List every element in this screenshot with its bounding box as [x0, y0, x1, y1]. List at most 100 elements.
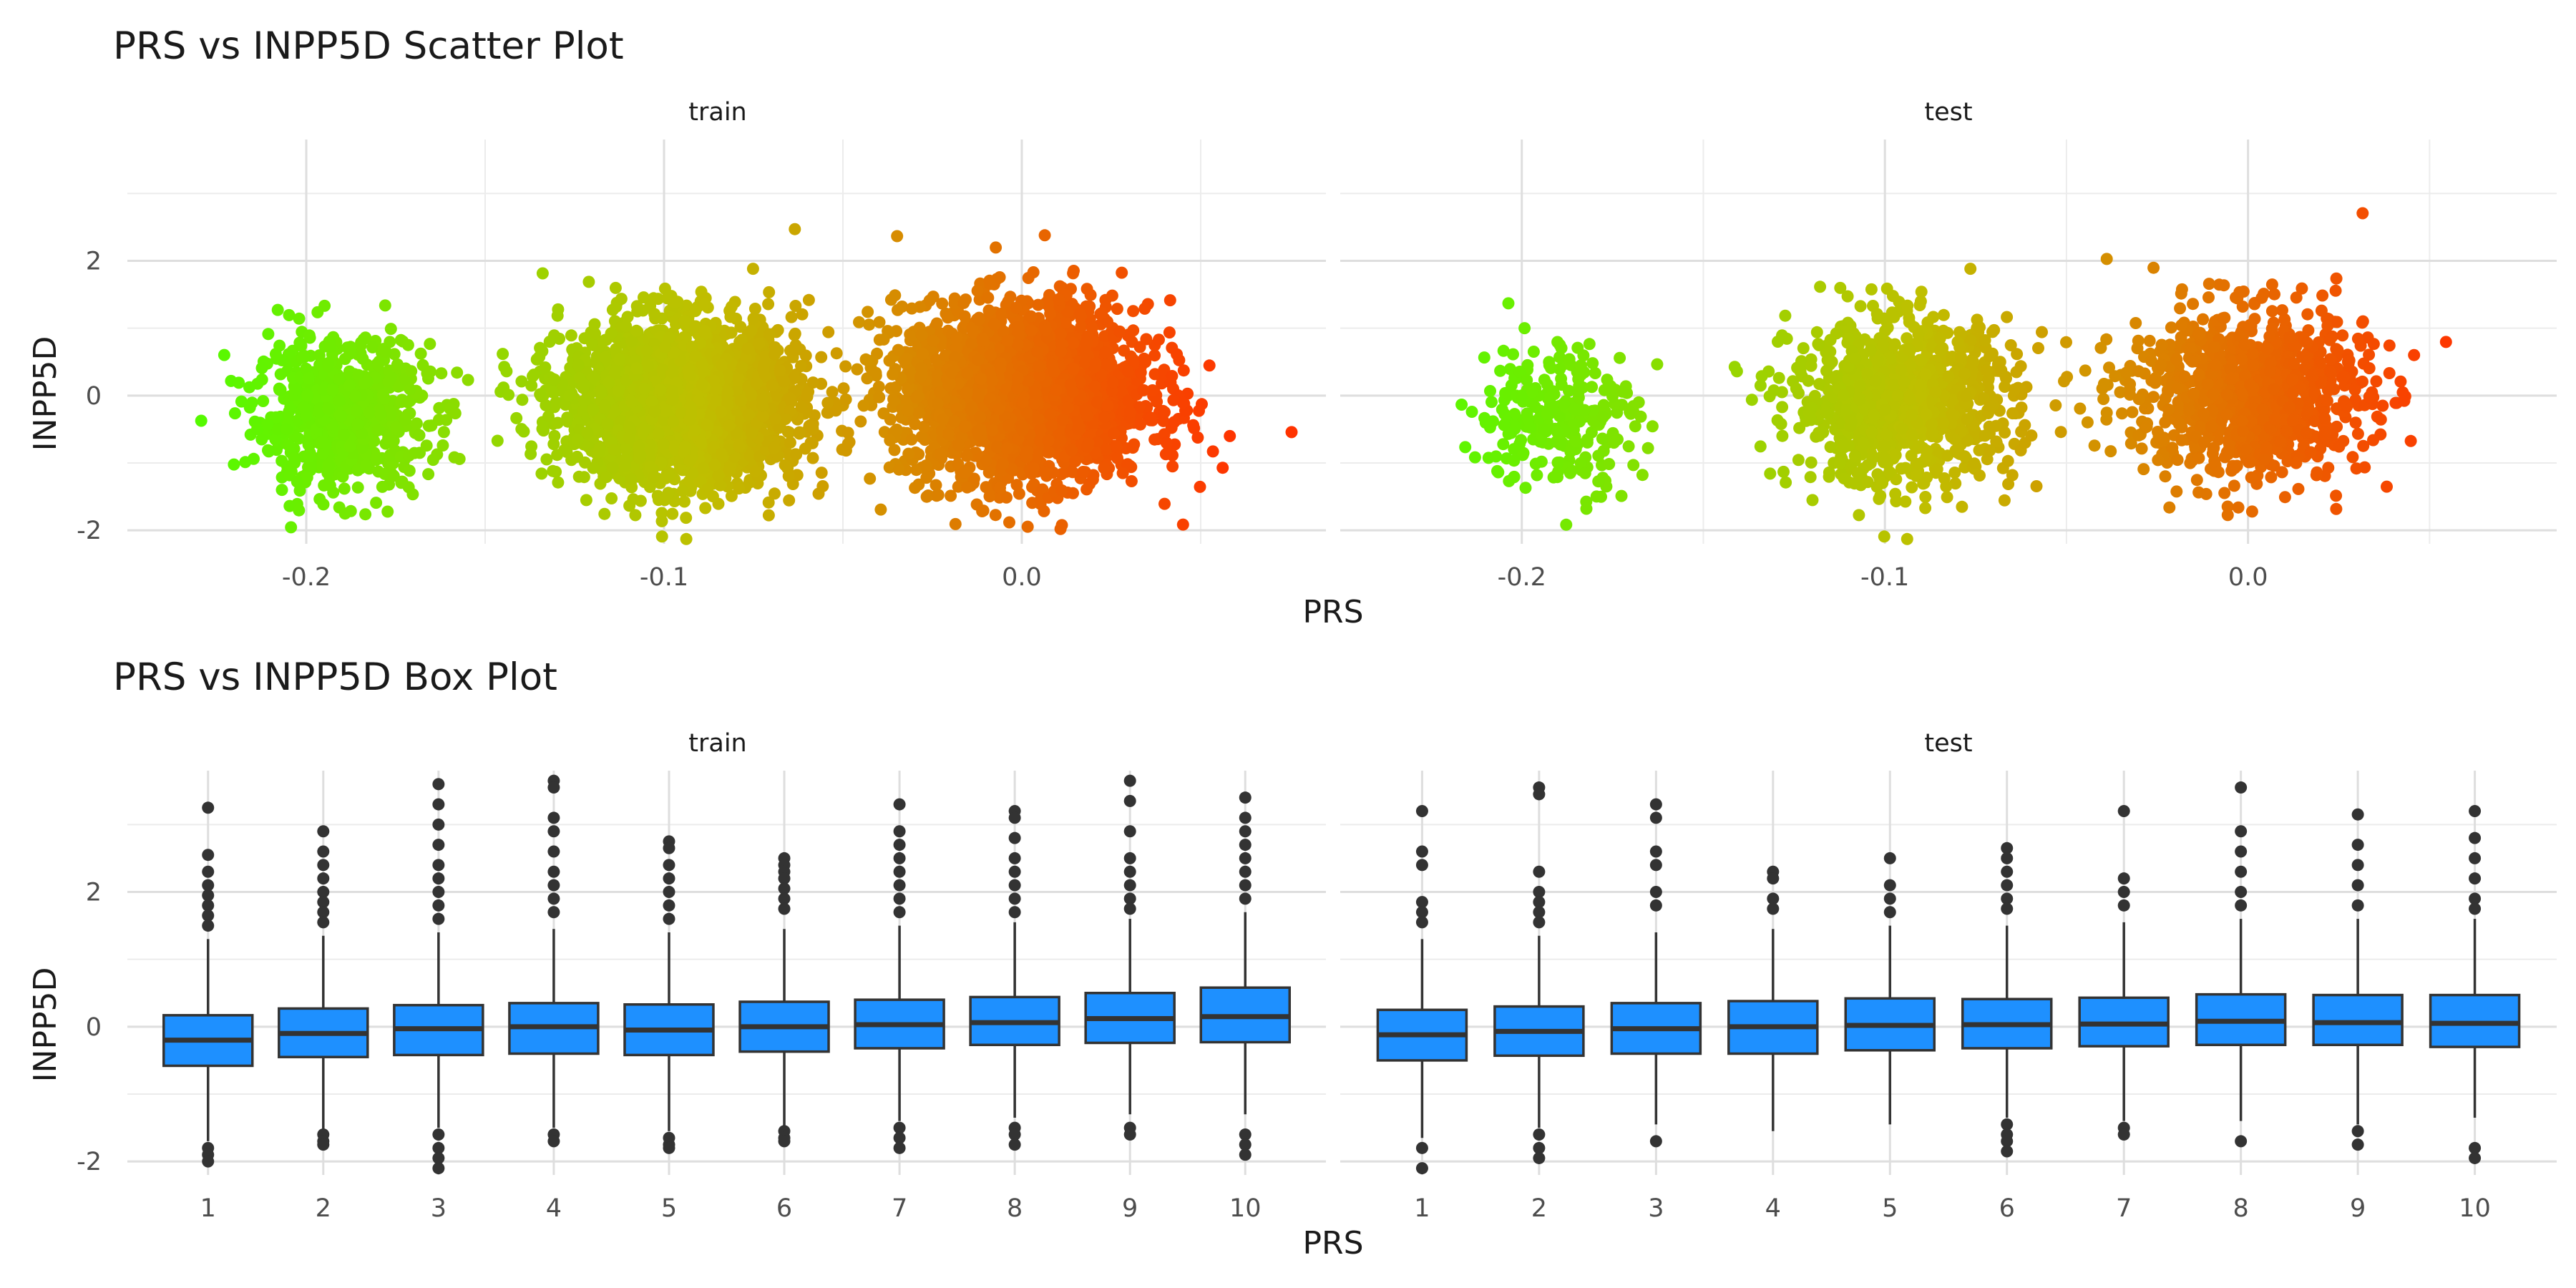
scatter-point — [1216, 462, 1229, 474]
scatter-point — [802, 293, 815, 306]
scatter-point — [235, 395, 248, 408]
scatter-point — [1069, 455, 1082, 468]
scatter-point — [228, 407, 241, 420]
scatter-point — [343, 379, 356, 391]
scatter-point — [435, 367, 448, 380]
scatter-point — [311, 306, 324, 318]
scatter-point — [863, 318, 876, 331]
scatter-point — [302, 372, 315, 385]
scatter-point — [634, 494, 647, 507]
scatter-point — [723, 464, 736, 477]
scatter-point — [982, 291, 995, 304]
scatter-point — [862, 306, 874, 318]
scatter-point — [550, 396, 562, 409]
scatter-point — [349, 390, 362, 403]
scatter-point — [437, 426, 450, 439]
scatter-point — [300, 362, 313, 375]
scatter-point — [283, 308, 296, 321]
scatter-point — [806, 452, 819, 464]
scatter-point — [408, 447, 421, 459]
scatter-point — [251, 423, 263, 436]
scatter-point — [796, 308, 809, 321]
scatter-point — [745, 324, 758, 337]
scatter-point — [799, 442, 811, 455]
scatter-point — [756, 410, 769, 423]
scatter-point — [540, 399, 552, 411]
scatter-point — [543, 336, 556, 348]
scatter-point — [1163, 294, 1176, 307]
scatter-point — [822, 326, 835, 338]
scatter-point — [1194, 480, 1206, 493]
scatter-point — [491, 434, 504, 447]
scatter-point — [595, 384, 607, 397]
scatter-point — [534, 341, 547, 354]
scatter-point — [869, 366, 882, 379]
scatter-point — [864, 472, 877, 485]
scatter-point — [769, 487, 781, 500]
scatter-point — [300, 409, 312, 422]
scatter-point — [344, 504, 357, 517]
scatter-point — [395, 477, 408, 489]
scatter-point — [581, 426, 594, 439]
scatter-point — [363, 406, 376, 419]
scatter-point — [1193, 404, 1205, 417]
scatter-point — [1003, 516, 1015, 529]
scatter-point — [577, 404, 590, 417]
scatter-point — [795, 360, 807, 372]
scatter-point — [686, 467, 699, 479]
scatter-point — [317, 498, 330, 511]
scatter-point — [360, 459, 373, 472]
scatter-point — [533, 351, 546, 364]
scatter-point — [270, 411, 282, 424]
scatter-point — [837, 382, 850, 395]
scatter-point — [290, 383, 303, 396]
scatter-point — [333, 394, 346, 407]
scatter-point — [351, 418, 364, 431]
scatter-point — [1224, 429, 1236, 442]
scatter-point — [648, 470, 660, 483]
scatter-point — [1125, 475, 1138, 487]
scatter-point — [733, 439, 746, 452]
scatter-point — [313, 406, 326, 419]
scatter-point — [658, 494, 671, 507]
scatter-point — [547, 464, 560, 477]
scatter-point — [423, 419, 436, 432]
scatter-point — [382, 376, 395, 389]
scatter-point — [333, 373, 346, 386]
scatter-point — [949, 517, 962, 530]
scatter-point — [655, 507, 668, 519]
scatter-point — [888, 444, 901, 457]
scatter-point — [551, 449, 564, 462]
scatter-point — [746, 426, 758, 439]
scatter-point — [633, 441, 645, 454]
scatter-point — [599, 351, 612, 364]
scatter-point — [621, 311, 634, 323]
scatter-point — [218, 348, 230, 361]
scatter-point — [1206, 445, 1219, 458]
scatter-point — [736, 333, 748, 346]
scatter-point — [326, 384, 339, 396]
scatter-point — [548, 373, 561, 386]
scatter-point — [762, 509, 775, 522]
scatter-point — [1067, 337, 1080, 350]
scatter-point — [683, 454, 696, 467]
scatter-point — [403, 464, 416, 477]
scatter-point — [779, 459, 791, 472]
scatter-point — [766, 379, 779, 392]
scatter-point — [715, 406, 728, 419]
scatter-point — [648, 308, 661, 321]
scatter-point — [736, 361, 748, 374]
scatter-point — [542, 410, 555, 423]
scatter-point — [269, 433, 282, 446]
scatter-point — [449, 407, 462, 420]
scatter-point — [701, 419, 713, 431]
scatter-point — [1021, 520, 1034, 533]
scatter-point — [275, 454, 288, 467]
scatter-point — [401, 338, 414, 351]
scatter-point — [689, 305, 702, 318]
scatter-point — [663, 331, 675, 344]
scatter-point — [748, 303, 761, 315]
scatter-point — [293, 312, 306, 325]
scatter-point — [945, 489, 957, 502]
scatter-point — [239, 456, 252, 469]
